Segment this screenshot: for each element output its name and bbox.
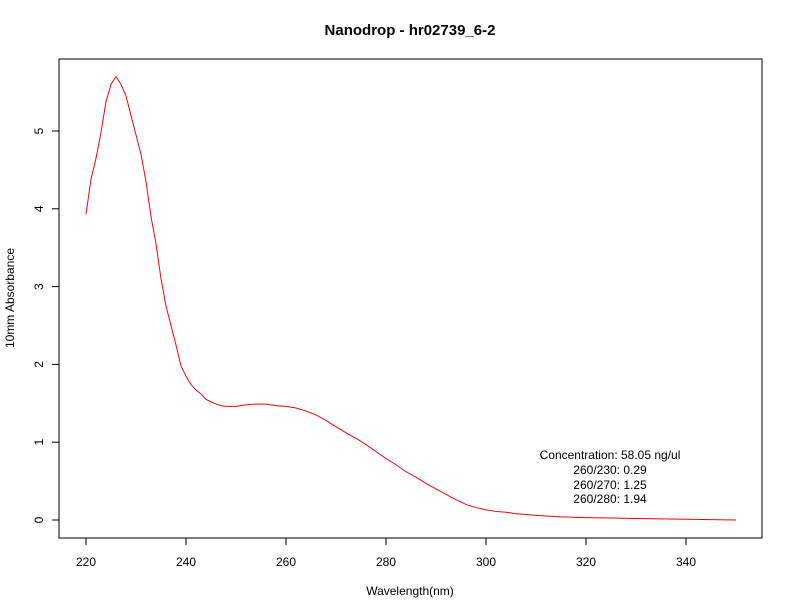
ratio-260-270-annotation: 260/270: 1.25: [573, 478, 647, 492]
x-tick-label: 340: [676, 555, 696, 569]
y-tick-label: 3: [32, 283, 46, 290]
x-tick-label: 260: [276, 555, 296, 569]
y-axis: 0 1 2 3 4 5: [32, 127, 60, 523]
x-axis-label: Wavelength(nm): [366, 584, 454, 598]
ratio-260-280-annotation: 260/280: 1.94: [573, 492, 647, 506]
y-tick-label: 2: [32, 361, 46, 368]
x-tick-label: 280: [376, 555, 396, 569]
x-tick-label: 320: [576, 555, 596, 569]
x-tick-label: 240: [176, 555, 196, 569]
y-tick-label: 0: [32, 516, 46, 523]
y-tick-label: 5: [32, 127, 46, 134]
x-axis: 220 240 260 280 300 320 340: [76, 537, 696, 569]
x-tick-label: 220: [76, 555, 96, 569]
y-tick-label: 1: [32, 439, 46, 446]
concentration-annotation: Concentration: 58.05 ng/ul: [540, 448, 681, 462]
y-tick-label: 4: [32, 205, 46, 212]
chart-title: Nanodrop - hr02739_6-2: [325, 22, 496, 39]
absorbance-series-line: [85, 75, 737, 521]
stats-annotation: Concentration: 58.05 ng/ul 260/230: 0.29…: [540, 448, 681, 506]
y-axis-label: 10mm Absorbance: [3, 248, 17, 348]
x-tick-label: 300: [476, 555, 496, 569]
ratio-260-230-annotation: 260/230: 0.29: [573, 463, 647, 477]
